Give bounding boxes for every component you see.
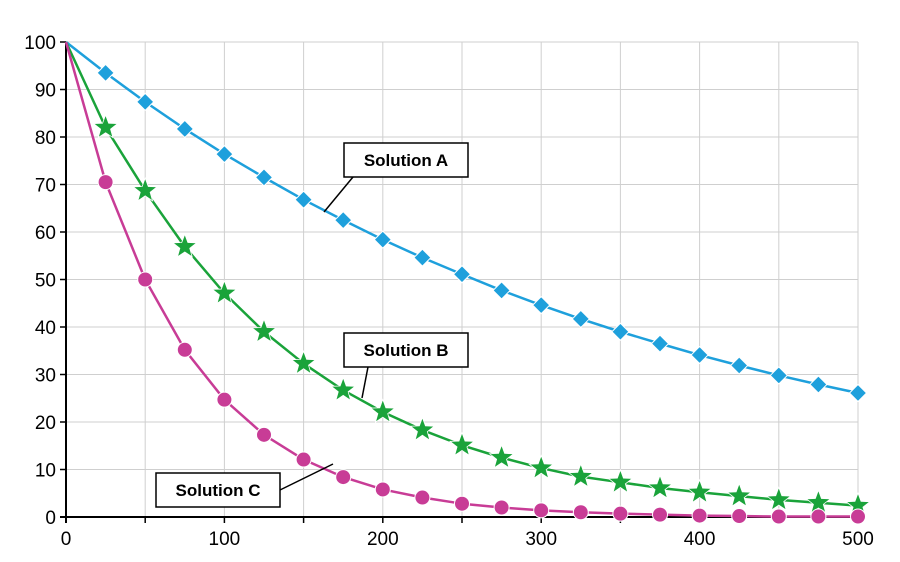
- series-group: [64, 41, 871, 525]
- data-point-star: [567, 462, 594, 488]
- callout-leader-line: [323, 176, 354, 213]
- y-tick-label: 10: [35, 461, 56, 482]
- callout-box: [343, 332, 469, 368]
- data-point-star: [647, 474, 673, 500]
- data-point-diamond: [373, 230, 393, 249]
- data-point-star: [92, 113, 119, 139]
- callouts: Solution A Solution B Solution C: [155, 142, 469, 508]
- callout-label: Solution C: [176, 481, 261, 500]
- callout-solution-b: Solution B: [343, 332, 469, 399]
- series-solution-b: [64, 41, 871, 517]
- data-point-star: [765, 486, 792, 511]
- y-tick-label: 20: [35, 413, 56, 434]
- data-point-star: [290, 349, 317, 375]
- data-point-diamond: [848, 383, 868, 403]
- data-point-circle: [612, 505, 629, 522]
- y-tick-label: 90: [35, 81, 56, 102]
- data-point-diamond: [215, 144, 234, 164]
- data-point-star: [211, 279, 238, 305]
- data-point-circle: [295, 451, 312, 468]
- data-point-diamond: [769, 366, 789, 385]
- data-point-circle: [216, 391, 233, 408]
- data-point-circle: [137, 271, 154, 288]
- data-point-circle: [256, 426, 272, 443]
- x-tick-label: 100: [209, 529, 241, 550]
- data-point-circle: [454, 495, 470, 512]
- series-solution-a: [65, 41, 868, 403]
- x-tick-label: 300: [525, 529, 557, 550]
- data-point-diamond: [96, 63, 115, 83]
- y-tick-label: 80: [35, 128, 56, 149]
- data-point-circle: [97, 174, 114, 191]
- data-point-diamond: [531, 295, 551, 315]
- y-tick-label: 40: [35, 318, 56, 339]
- data-point-star: [251, 318, 277, 343]
- data-point-circle: [335, 469, 352, 486]
- data-point-diamond: [175, 119, 195, 139]
- data-point-star: [726, 482, 753, 508]
- y-tick-label: 30: [35, 366, 56, 387]
- data-point-circle: [176, 341, 193, 358]
- data-point-diamond: [611, 322, 630, 341]
- data-point-circle: [493, 499, 510, 516]
- series-solution-c: [64, 41, 866, 525]
- data-point-diamond: [492, 281, 511, 300]
- data-point-diamond: [413, 248, 432, 267]
- data-point-diamond: [254, 168, 274, 187]
- data-point-star: [330, 376, 357, 402]
- data-point-star: [805, 489, 832, 514]
- x-tick-label: 500: [842, 529, 874, 550]
- callout-label: Solution A: [364, 151, 448, 170]
- callout-label: Solution B: [364, 341, 449, 360]
- y-tick-label: 100: [24, 33, 56, 54]
- x-tick-label: 200: [367, 529, 399, 550]
- data-point-star: [171, 233, 198, 258]
- data-point-star: [528, 454, 555, 480]
- data-point-diamond: [294, 190, 313, 209]
- data-point-circle: [533, 502, 550, 519]
- x-tick-label: 0: [61, 529, 72, 550]
- data-point-star: [488, 443, 515, 469]
- data-point-diamond: [135, 92, 155, 112]
- callout-box: [155, 472, 281, 508]
- data-point-circle: [810, 508, 827, 525]
- data-point-diamond: [809, 375, 828, 394]
- callout-leader-line: [361, 366, 369, 399]
- data-point-star: [369, 398, 396, 424]
- y-tick-label: 50: [35, 271, 56, 292]
- data-point-circle: [414, 489, 431, 506]
- data-point-star: [409, 416, 436, 442]
- callout-leader-line: [279, 463, 334, 491]
- data-point-diamond: [690, 345, 709, 365]
- data-point-star: [686, 478, 713, 504]
- data-point-diamond: [729, 356, 749, 375]
- data-point-circle: [691, 507, 708, 524]
- data-point-circle: [374, 481, 391, 498]
- y-tick-label: 70: [35, 176, 56, 197]
- data-point-circle: [770, 508, 787, 525]
- data-point-circle: [652, 506, 668, 523]
- data-point-diamond: [650, 334, 670, 353]
- callout-box: [343, 142, 469, 178]
- data-point-diamond: [571, 309, 591, 329]
- data-point-circle: [850, 508, 866, 525]
- data-point-star: [607, 468, 634, 494]
- data-point-diamond: [333, 210, 353, 230]
- y-tick-label: 60: [35, 223, 56, 244]
- callout-solution-c: Solution C: [155, 463, 334, 508]
- data-point-circle: [572, 504, 589, 521]
- grid-lines: [66, 41, 859, 517]
- data-point-diamond: [452, 265, 472, 284]
- data-point-star: [132, 177, 159, 202]
- data-point-circle: [731, 508, 748, 525]
- x-tick-label: 400: [684, 529, 716, 550]
- data-point-star: [449, 431, 475, 457]
- y-tick-label: 0: [45, 508, 56, 529]
- callout-solution-a: Solution A: [323, 142, 469, 213]
